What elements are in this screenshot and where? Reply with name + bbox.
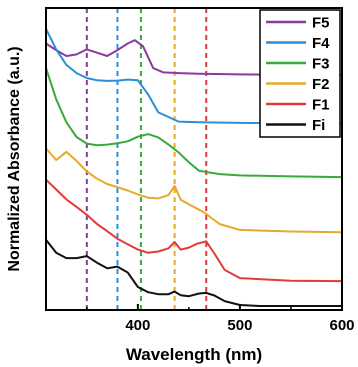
series-f1-line bbox=[45, 178, 343, 283]
x-tick-label-500: 500 bbox=[227, 317, 252, 334]
x-tick-label-400: 400 bbox=[125, 317, 150, 334]
series-lines bbox=[45, 27, 343, 307]
legend-label-f5: F5 bbox=[312, 15, 330, 32]
y-axis-label: Normalized Absorbance (a.u.) bbox=[6, 46, 23, 271]
legend-label-f4: F4 bbox=[312, 35, 330, 52]
series-f2-line bbox=[45, 147, 343, 234]
x-tick-label-600: 600 bbox=[329, 317, 354, 334]
series-f3-line bbox=[45, 67, 343, 179]
legend-label-f1: F1 bbox=[312, 97, 330, 114]
plot-frame bbox=[45, 7, 343, 311]
legend-label-f2: F2 bbox=[312, 76, 330, 93]
legend-label-f3: F3 bbox=[312, 56, 330, 73]
legend: F5 F4 F3 F2 F1 Fi bbox=[259, 9, 341, 138]
x-axis-label: Wavelength (nm) bbox=[126, 345, 262, 364]
legend-box bbox=[259, 9, 341, 138]
series-f4-line bbox=[45, 27, 343, 125]
series-f5-line bbox=[45, 39, 343, 76]
x-axis-ticks: 400 500 600 bbox=[86, 304, 355, 334]
series-fi-line bbox=[45, 238, 343, 307]
legend-label-fi: Fi bbox=[312, 117, 325, 134]
